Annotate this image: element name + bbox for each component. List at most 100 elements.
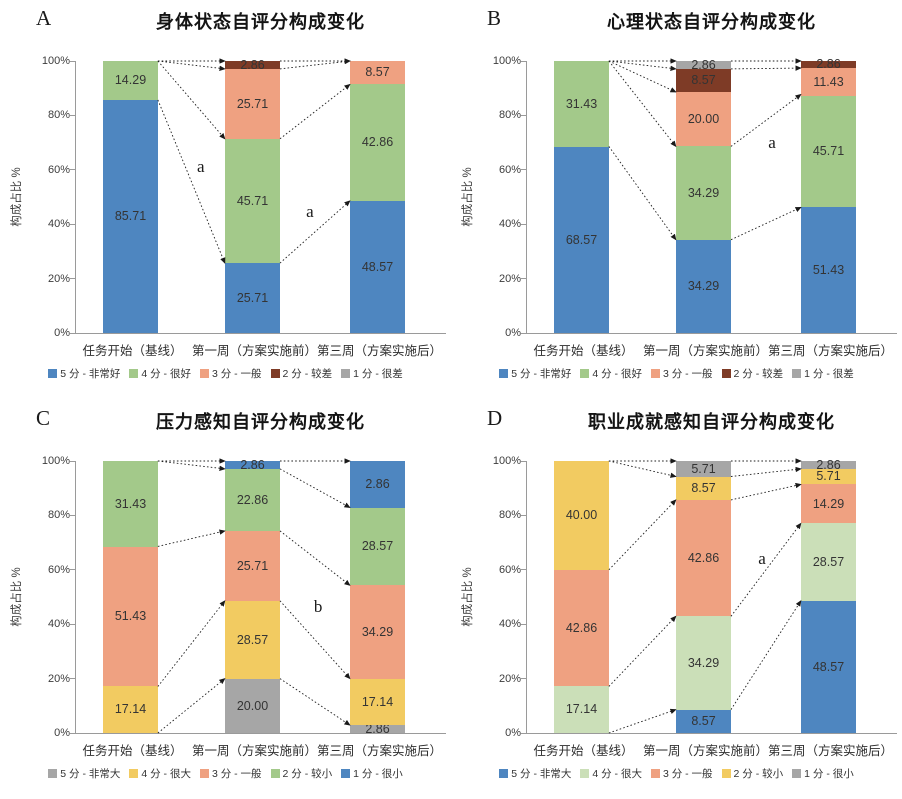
bar-segment-salmon: 25.71 [225,68,280,139]
x-tick-label: 第三周（方案实施后） [767,744,894,758]
segment-value: 34.29 [687,279,720,294]
y-tick-label: 60% [47,163,70,176]
bar-segment-yellow: 8.57 [676,476,731,500]
y-tick-label: 20% [47,272,70,285]
segment-value: 11.43 [813,74,844,89]
segment-value: 28.57 [236,632,269,647]
y-tick-mark [521,678,526,680]
legend-item: 2 分 - 较差 [721,366,783,381]
x-axis-line [526,733,897,734]
segment-value: 8.57 [365,65,390,80]
transition-arrow [730,206,802,241]
bar-segment-yellow: 17.14 [350,678,405,726]
legend-item: 5 分 - 非常好 [499,366,571,381]
bar-segment-blue: 2.86 [350,461,405,508]
bar-segment-gray: 2.86 [676,59,731,71]
panel-letter: D [487,406,503,430]
bar-segment-blue: 51.43 [801,207,856,333]
panel-D: D 职业成就感知自评分构成变化 构成占比 % 0% 20% 40% 60% 80% 100% 17… [451,400,902,799]
segment-value: 48.57 [812,659,845,674]
x-tick-label: 第三周（方案实施后） [316,744,443,758]
x-axis-line [75,333,446,334]
y-axis-line [526,461,527,734]
segment-value: 17.14 [565,702,598,717]
y-tick-mark [70,732,75,734]
x-tick-label: 第三周（方案实施后） [316,344,443,358]
segment-value: 17.14 [361,694,394,709]
x-tick-label: 任务开始（基线） [82,744,183,758]
legend-label: 1 分 - 很小 [804,768,854,780]
legend-item: 5 分 - 非常大 [48,766,120,781]
x-tick-label: 第一周（方案实施前） [191,744,318,758]
segment-value: 2.86 [365,477,390,492]
y-tick-mark [521,332,526,334]
segment-value: 2.86 [816,457,841,472]
y-tick-mark [70,332,75,334]
y-tick-mark [70,278,75,280]
bar: 17.14 51.43 31.43 [103,461,158,733]
legend-swatch [721,769,731,778]
panel-letter: C [36,406,51,430]
segment-value: 8.57 [691,714,716,729]
x-axis-line [526,333,897,334]
y-tick-label: 60% [498,163,521,176]
bar-segment-salmon: 42.86 [676,499,731,617]
transition-arrow [157,60,226,140]
bar-segment-brown: 2.86 [225,59,280,71]
legend-swatch [792,769,802,778]
transition-arrow [608,60,677,148]
y-tick-mark [70,60,75,62]
segment-value: 22.86 [236,492,269,507]
bar: 85.71 14.29 [103,61,158,333]
y-tick-label: 100% [492,455,521,467]
transition-arrow [730,522,802,617]
legend-label: 2 分 - 较差 [282,368,333,380]
transition-arrow [730,600,802,710]
bar-segment-green: 14.29 [103,61,158,100]
bar: 25.71 45.71 25.71 2.86 [225,59,280,333]
legend-label: 5 分 - 非常大 [60,768,121,780]
y-axis-line [526,61,527,334]
segment-value: 42.86 [361,135,394,150]
y-tick-mark [70,460,75,462]
legend-swatch [721,369,731,378]
transition-arrow [608,60,677,93]
segment-value: 31.43 [565,96,598,111]
chart-title: 心理状态自评分构成变化 [607,12,816,32]
legend-item: 4 分 - 很大 [580,766,642,781]
bar-segment-salmon: 20.00 [676,92,731,147]
legend-swatch [650,369,660,378]
segment-value: 2.86 [816,57,841,72]
bar-segment-green: 34.29 [676,146,731,240]
y-tick-label: 60% [498,563,521,576]
y-tick-mark [70,678,75,680]
legend-swatch [199,369,209,378]
bar: 68.57 31.43 [554,61,609,333]
legend-label: 4 分 - 很好 [592,368,642,380]
legend-item: 4 分 - 很大 [129,766,191,781]
y-tick-mark [521,460,526,462]
y-tick-label: 20% [498,672,521,685]
segment-value: 34.29 [687,655,720,670]
panel-A: A 身体状态自评分构成变化 构成占比 % 0% 20% 40% 60% 80% 100% 85.7… [0,0,451,400]
segment-value: 2.86 [240,457,265,472]
bar-segment-salmon: 34.29 [350,585,405,679]
legend-swatch [270,369,280,378]
legend-swatch [341,369,351,378]
segment-value: 34.29 [361,624,394,639]
transition-arrow [279,678,351,726]
legend-item: 4 分 - 很好 [580,366,642,381]
bar-segment-brown: 8.57 [676,68,731,93]
segment-value: 45.71 [236,193,269,208]
legend-swatch [580,769,590,778]
segment-value: 5.71 [691,461,716,476]
bar-segment-green: 42.86 [350,84,405,201]
legend-label: 4 分 - 很大 [592,768,642,780]
transition-arrow [608,460,677,478]
legend-item: 2 分 - 较差 [270,366,333,381]
bar-segment-green: 31.43 [554,61,609,147]
legend-label: 2 分 - 较小 [733,768,784,780]
legend: 5 分 - 非常大 4 分 - 很大 3 分 - 一般 2 分 - 较小 1 分 - 很… [0,766,451,781]
y-tick-label: 0% [505,327,521,339]
bar-segment-lightgreen: 28.57 [801,523,856,601]
